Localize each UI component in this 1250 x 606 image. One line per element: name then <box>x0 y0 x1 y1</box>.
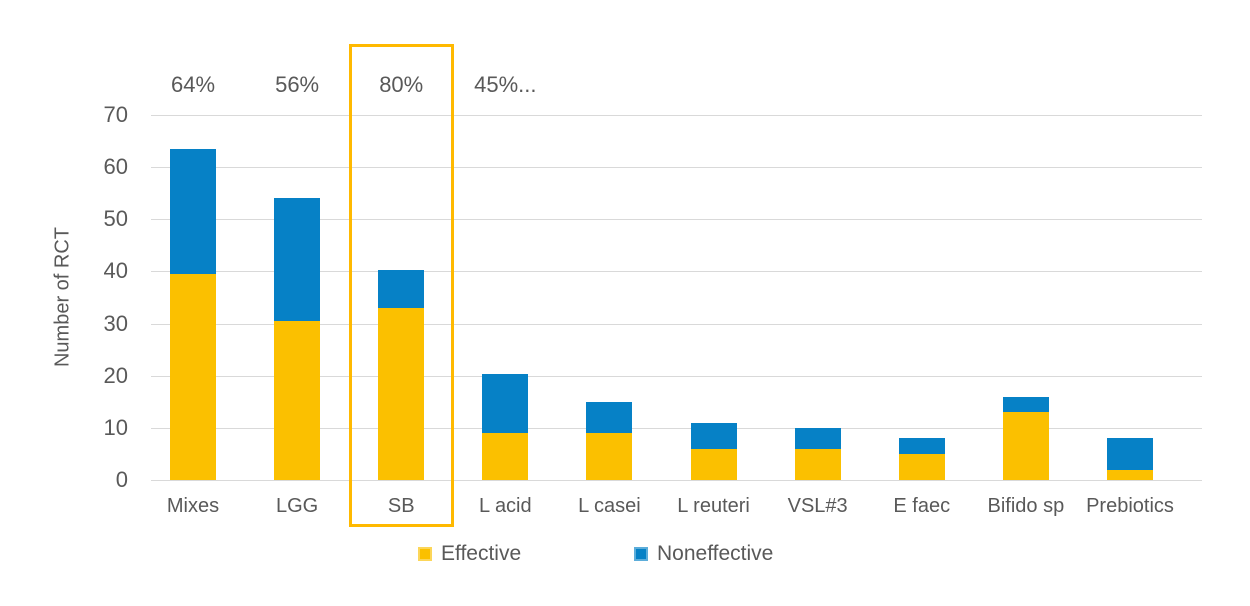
percent-label-sb: 80% <box>379 72 424 97</box>
bar-effective-lgg <box>274 320 321 480</box>
bar-noneffective-lgg <box>274 198 321 321</box>
gridline-y-30 <box>151 323 1202 325</box>
y-axis-tick-label: 0 <box>115 467 128 492</box>
legend-swatch-effective-icon <box>418 547 432 561</box>
x-axis-label-mixes: Mixes <box>166 495 220 517</box>
percent-label-l-acid: 45%... <box>474 72 537 97</box>
x-axis-label-prebiotics: Prebiotics <box>1086 495 1174 517</box>
y-axis-tick-label: 60 <box>103 154 128 180</box>
gridline-y-10 <box>151 427 1202 429</box>
y-axis-tick-label: 20 <box>103 362 128 388</box>
bar-noneffective-bifido-sp <box>1002 396 1049 413</box>
x-axis-label-l-reuteri: L reuteri <box>677 495 750 517</box>
x-axis-label-lgg: LGG <box>275 495 319 517</box>
bar-noneffective-mixes <box>170 148 216 275</box>
y-axis-tick-label: 30 <box>103 310 128 336</box>
bar-effective-l-casei <box>586 433 633 480</box>
bar-noneffective-l-reuteri <box>690 422 737 449</box>
gridline-y-40 <box>151 271 1202 273</box>
bar-effective-l-acid <box>482 433 529 480</box>
bar-effective-mixes <box>170 274 216 480</box>
bar-noneffective-prebiotics <box>1107 438 1153 470</box>
gridline-y-20 <box>151 375 1202 377</box>
bar-noneffective-e-faec <box>898 438 945 454</box>
bar-noneffective-sb <box>378 269 425 308</box>
percent-label-lgg: 56% <box>275 72 320 97</box>
x-axis-label-bifido-sp: Bifido sp <box>987 495 1065 517</box>
legend: Effective Noneffective <box>0 542 1250 568</box>
x-axis-label-e-faec: E faec <box>893 495 951 517</box>
x-axis-label-vsl-3: VSL#3 <box>787 495 848 517</box>
bar-noneffective-vsl-3 <box>794 427 841 449</box>
y-axis-title: Number of RCT <box>51 226 74 368</box>
bar-effective-prebiotics <box>1107 469 1153 480</box>
y-axis-tick-label: 50 <box>103 206 128 232</box>
bar-effective-l-reuteri <box>690 448 737 480</box>
gridline-y-50 <box>151 219 1202 221</box>
bar-effective-sb <box>378 307 425 480</box>
bar-effective-vsl-3 <box>794 448 841 480</box>
y-axis-tick-label: 70 <box>103 102 128 127</box>
bar-noneffective-l-casei <box>586 401 633 434</box>
gridline-y-0 <box>151 480 1202 481</box>
gridline-y-60 <box>151 167 1202 169</box>
x-axis-label-sb: SB <box>387 495 415 517</box>
percent-label-mixes: 64% <box>170 72 216 97</box>
y-axis-tick-label: 10 <box>103 414 128 440</box>
gridline-y-70 <box>151 115 1202 116</box>
bar-effective-e-faec <box>898 453 945 480</box>
legend-item-effective: Effective <box>418 542 521 566</box>
legend-label-noneffective: Noneffective <box>657 542 774 565</box>
x-axis-label-l-acid: L acid <box>479 495 532 517</box>
x-axis-label-l-casei: L casei <box>578 495 641 517</box>
legend-swatch-noneffective-icon <box>634 547 648 561</box>
legend-label-effective: Effective <box>441 542 522 565</box>
bar-noneffective-l-acid <box>482 374 529 434</box>
legend-item-noneffective: Noneffective <box>634 542 773 566</box>
y-axis-tick-label: 40 <box>103 258 128 284</box>
bar-effective-bifido-sp <box>1002 412 1049 480</box>
